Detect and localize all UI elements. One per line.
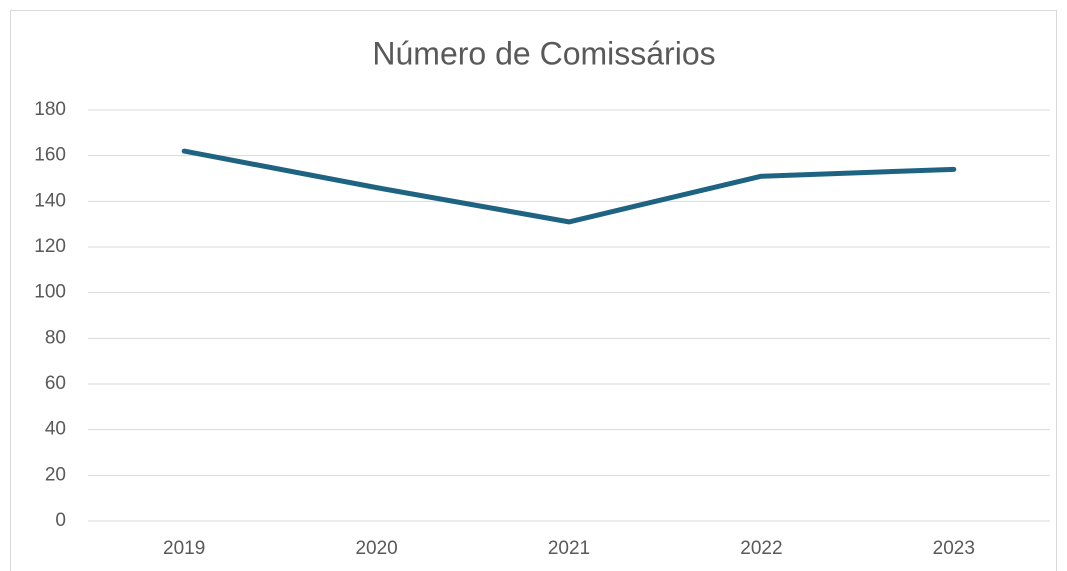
y-tick-label: 60 <box>45 373 66 394</box>
x-tick-label: 2021 <box>548 538 590 559</box>
y-tick-label: 140 <box>34 190 66 211</box>
y-tick-label: 80 <box>45 327 66 348</box>
chart-title: Número de Comissários <box>372 35 715 71</box>
data-line <box>181 148 957 225</box>
y-tick-label: 160 <box>34 145 66 166</box>
y-tick-label: 0 <box>55 510 66 531</box>
x-tick-label: 2020 <box>355 538 397 559</box>
y-tick-label: 20 <box>45 464 66 485</box>
chart-frame <box>10 10 1057 571</box>
y-tick-label: 180 <box>34 99 66 120</box>
y-tick-label: 120 <box>34 236 66 257</box>
x-tick-label: 2019 <box>163 538 205 559</box>
x-tick-label: 2022 <box>740 538 782 559</box>
x-tick-label: 2023 <box>933 538 975 559</box>
y-tick-label: 40 <box>45 419 66 440</box>
y-tick-label: 100 <box>34 282 66 303</box>
